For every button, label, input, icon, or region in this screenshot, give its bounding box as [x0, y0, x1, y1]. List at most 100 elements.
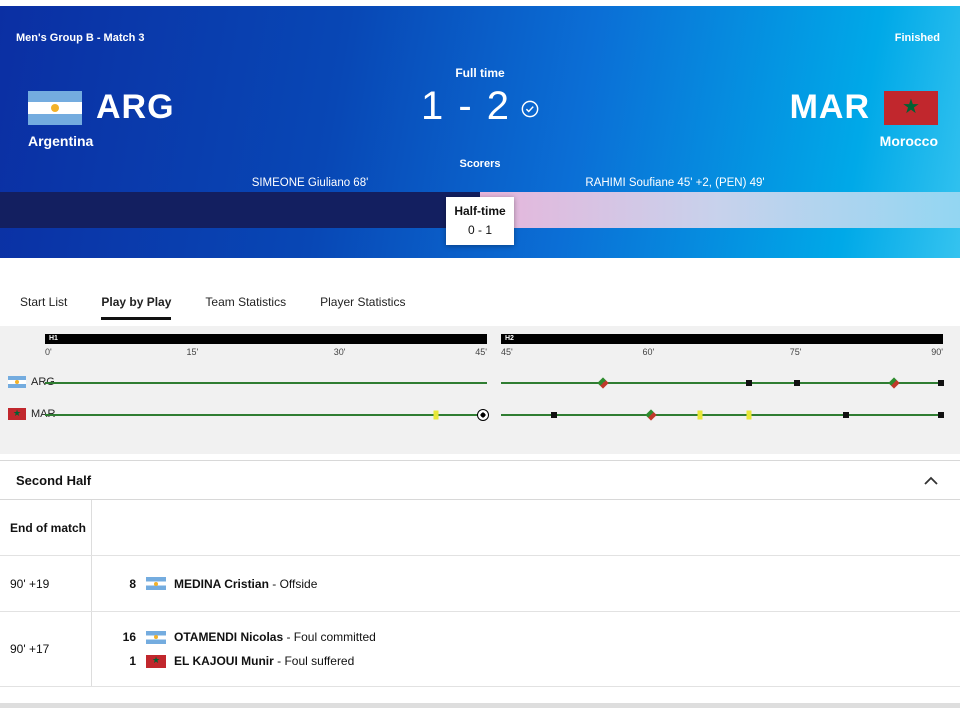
half-panel-h1: H1 0' 15' 30' 45' — [45, 334, 489, 446]
half-label: H2 — [505, 335, 514, 342]
event-detail: - Foul suffered — [273, 654, 355, 668]
tab-start-list[interactable]: Start List — [20, 294, 68, 309]
tick-label: 60' — [642, 347, 655, 357]
bottom-gap — [0, 687, 960, 703]
substitution-marker — [888, 377, 901, 389]
timeline-track-arg — [501, 382, 943, 384]
score-block: Full time 1 - 2 — [0, 66, 960, 129]
square-marker — [794, 380, 801, 386]
tabs: Start List Play by Play Team Statistics Pla… — [0, 286, 960, 320]
argentina-flag — [8, 376, 26, 388]
morocco-flag — [8, 408, 26, 420]
yellow-card-marker — [746, 410, 752, 420]
tab-play-by-play[interactable]: Play by Play — [101, 286, 172, 320]
tab-team-statistics[interactable]: Team Statistics — [205, 294, 287, 309]
event-content: 8 MEDINA Cristian - Offside — [92, 556, 960, 611]
event-time: End of match — [0, 500, 92, 555]
square-marker — [937, 380, 944, 386]
yellow-card-marker — [433, 410, 439, 420]
timeline-panels: H1 0' 15' 30' 45' H2 45' 60' 75' 90' — [45, 334, 944, 446]
half-bar: H2 — [501, 334, 943, 344]
timeline-track-mar — [45, 414, 487, 416]
tick-label: 30' — [333, 347, 346, 357]
morocco-flag — [884, 90, 938, 125]
away-team-name: Morocco — [879, 133, 938, 149]
half-bar: H1 — [45, 334, 487, 344]
square-marker — [745, 380, 752, 386]
argentina-flag — [146, 630, 166, 644]
substitution-marker — [596, 377, 609, 389]
home-team: ARG Argentina — [28, 88, 175, 149]
square-marker — [842, 412, 849, 418]
play-timeline: ARG MAR H1 0' 15' 30' 45' H2 45' 60' 75' 90' — [0, 326, 960, 454]
home-team-code: ARG — [96, 88, 175, 126]
competition-label: Men's Group B - Match 3 — [16, 32, 145, 44]
tick-label: 0' — [45, 347, 52, 357]
player-number: 8 — [129, 576, 136, 591]
tick-label: 45' — [501, 347, 513, 357]
score: 1 - 2 — [0, 84, 960, 129]
half-label: H1 — [49, 335, 58, 342]
square-marker — [551, 412, 558, 418]
tab-player-statistics[interactable]: Player Statistics — [320, 294, 406, 309]
period-label: Full time — [455, 66, 505, 80]
event-detail: - Foul committed — [283, 630, 376, 644]
away-scorer: RAHIMI Soufiane 45' +2, (PEN) 49' — [585, 177, 765, 189]
collapse-section-button[interactable] — [920, 472, 942, 489]
event-time: 90' +19 — [0, 556, 92, 611]
timeline-track-arg — [45, 382, 487, 384]
away-team-code: MAR — [789, 88, 870, 126]
timeline-row-label-arg: ARG — [8, 376, 55, 388]
timeline-track-mar — [501, 414, 943, 416]
first-half-strip — [0, 192, 480, 228]
event-row: 90' +17 16 OTAMENDI Nicolas - Foul committ… — [0, 612, 960, 687]
event-content: 16 OTAMENDI Nicolas - Foul committed 1 EL K… — [92, 612, 960, 686]
home-team-name: Argentina — [28, 133, 94, 149]
half-panel-h2: H2 45' 60' 75' 90' — [501, 334, 944, 446]
tick-label: 15' — [186, 347, 199, 357]
event-row: End of match — [0, 500, 960, 556]
player-name: EL KAJOUI Munir — [174, 654, 274, 668]
event-line: 8 MEDINA Cristian - Offside — [118, 577, 960, 591]
halftime-marker: Half-time 0 - 1 — [446, 197, 514, 245]
timeline-ticks: 45' 60' 75' 90' — [501, 346, 943, 360]
match-progress-strip — [0, 192, 960, 228]
argentina-flag — [28, 90, 82, 125]
timeline-row-label-mar: MAR — [8, 408, 55, 420]
player-name: OTAMENDI Nicolas — [174, 630, 284, 644]
tick-label: 45' — [475, 347, 487, 357]
section-title: Second Half — [16, 472, 92, 488]
event-line: 16 OTAMENDI Nicolas - Foul committed — [118, 630, 960, 644]
match-status-badge: Finished — [894, 32, 940, 44]
away-team: MAR Morocco — [790, 88, 938, 149]
argentina-flag — [146, 577, 166, 590]
home-scorer: SIMEONE Giuliano 68' — [251, 177, 369, 189]
substitution-marker — [645, 409, 657, 421]
goal-marker — [476, 409, 489, 421]
timeline-ticks: 0' 15' 30' 45' — [45, 346, 487, 360]
event-description: OTAMENDI Nicolas - Foul committed — [174, 630, 376, 644]
timeline-row-code: MAR — [31, 408, 56, 420]
event-list: End of match 90' +19 8 MEDINA Cristian - Of… — [0, 500, 960, 687]
event-time: 90' +17 — [0, 612, 92, 686]
second-half-strip — [480, 192, 960, 228]
halftime-label: Half-time — [454, 204, 506, 218]
scorers-label: Scorers — [459, 158, 501, 170]
event-line: 1 EL KAJOUI Munir - Foul suffered — [118, 654, 960, 668]
tick-label: 90' — [931, 347, 943, 357]
event-description: EL KAJOUI Munir - Foul suffered — [174, 654, 354, 668]
event-row: 90' +19 8 MEDINA Cristian - Offside — [0, 556, 960, 612]
tick-label: 75' — [789, 347, 802, 357]
player-number: 1 — [129, 654, 136, 668]
timeline-row-code: ARG — [31, 376, 55, 388]
event-description: MEDINA Cristian - Offside — [174, 577, 317, 591]
chevron-up-icon — [924, 473, 938, 488]
square-marker — [937, 412, 944, 418]
player-name: MEDINA Cristian — [174, 576, 269, 591]
finished-check-icon — [521, 83, 539, 128]
event-detail: - Offside — [268, 576, 318, 591]
player-number: 16 — [122, 630, 136, 644]
halftime-score: 0 - 1 — [467, 223, 492, 237]
event-content — [92, 500, 960, 555]
